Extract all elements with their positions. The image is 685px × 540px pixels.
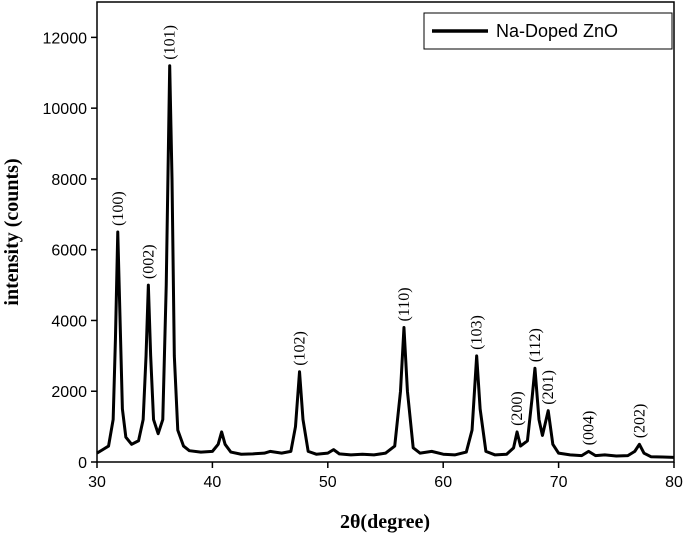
peak-label: (103) — [469, 315, 486, 350]
peak-label: (002) — [140, 244, 157, 279]
y-axis-label: intensity (counts) — [1, 158, 23, 305]
legend-label: Na-Doped ZnO — [496, 21, 618, 41]
peak-label: (112) — [527, 328, 544, 362]
x-tick-label: 40 — [204, 474, 222, 491]
y-tick-label: 2000 — [51, 384, 87, 401]
x-tick-label: 70 — [550, 474, 568, 491]
x-tick-label: 80 — [665, 474, 683, 491]
peak-label: (100) — [110, 191, 127, 226]
plot-frame — [96, 1, 675, 463]
x-tick-label: 30 — [88, 474, 106, 491]
x-axis-label: 2θ(degree) — [340, 511, 430, 533]
peak-label: (202) — [631, 404, 648, 439]
peak-label: (110) — [396, 287, 413, 321]
y-tick-label: 10000 — [43, 101, 88, 118]
y-tick-label: 6000 — [51, 243, 87, 260]
peak-label: (004) — [581, 411, 598, 446]
peak-label: (102) — [292, 331, 309, 366]
y-tick-label: 0 — [78, 455, 87, 472]
data-line — [96, 64, 675, 459]
peak-label: (101) — [162, 25, 179, 60]
y-tick-label: 8000 — [51, 172, 87, 189]
y-tick-label: 12000 — [43, 30, 88, 47]
peak-label: (200) — [509, 391, 526, 426]
x-tick-label: 60 — [434, 474, 452, 491]
peak-label: (201) — [540, 370, 557, 405]
y-tick-label: 4000 — [51, 313, 87, 330]
x-tick-label: 50 — [319, 474, 337, 491]
